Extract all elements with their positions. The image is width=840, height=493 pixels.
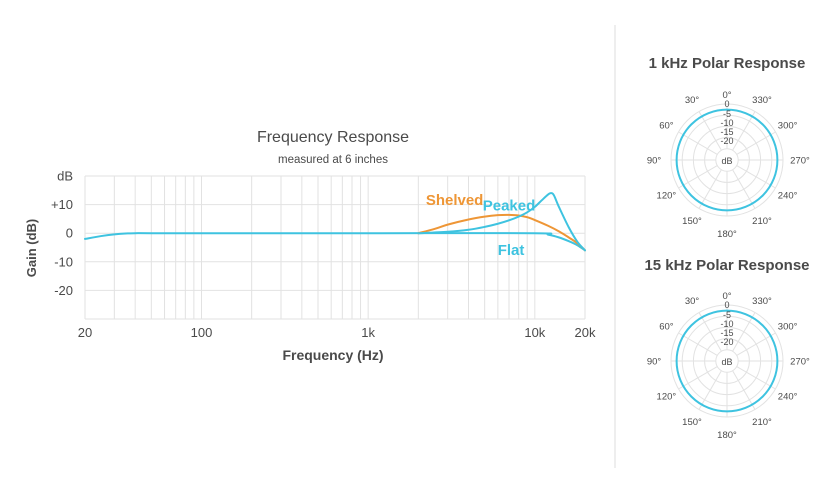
frequency-chart-series-labels: Flat Shelved Peaked [426,192,535,259]
polar-unit-label: dB [721,357,732,367]
polar-angle-label: 0° [722,90,731,101]
polar-angle-label: 270° [790,357,810,368]
polar-ring-label: -15 [720,328,733,338]
series-line-shelved [417,213,586,252]
polar-spoke [698,169,722,209]
polar-spoke [736,131,776,155]
y-tick-label: +10 [51,197,73,212]
polar-angle-label: 120° [657,191,677,202]
polar-spoke [732,312,756,352]
polar-unit-label: dB [721,156,732,166]
frequency-chart-title: Frequency Response [257,129,409,146]
polar-angle-label: 300° [778,322,798,333]
x-tick-label: 20 [78,325,92,340]
series-line-peaked [417,192,586,252]
polar-angle-label: 90° [647,357,662,368]
polar-angle-label: 120° [657,392,677,403]
polar-spoke [678,332,718,356]
polar-angle-label: 90° [647,156,662,167]
frequency-chart-ticks: 20 100 1k 10k 20k dB +10 0 -10 -20 [51,169,596,341]
frequency-chart-xlabel: Frequency (Hz) [282,347,383,363]
polar-ring-label: -10 [720,118,733,128]
polar-ring-label: -10 [720,319,733,329]
y-tick-label: -20 [54,283,73,298]
polar-angle-label: 60° [659,322,674,333]
y-tick-label: -10 [54,254,73,269]
polar-angle-label: 300° [778,121,798,132]
x-tick-label: 10k [524,325,545,340]
polar-angle-label: 150° [682,216,702,227]
polar-response-curve [675,108,779,212]
polar-angle-label: 210° [752,417,772,428]
polar-spoke [698,111,722,151]
polar-spoke [736,366,776,390]
polar-angle-label: 240° [778,392,798,403]
polar-angle-label: 330° [752,296,772,307]
polar-spoke [736,165,776,189]
polar-angle-label: 240° [778,191,798,202]
x-tick-label: 20k [575,325,596,340]
polar-spoke [678,131,718,155]
x-tick-label: 100 [191,325,213,340]
polar-spoke [698,370,722,410]
polar-angle-label: 330° [752,95,772,106]
polar-spoke [678,366,718,390]
polar-spoke [732,111,756,151]
x-tick-label: 1k [361,325,375,340]
polar-angle-label: 150° [682,417,702,428]
frequency-chart-subtitle: measured at 6 inches [278,154,388,166]
polar-spoke [732,169,756,209]
polar-angle-label: 270° [790,156,810,167]
polar-angle-label: 60° [659,121,674,132]
polar-ring-label: -5 [723,310,731,320]
polar-response-curve [675,309,779,413]
series-label-shelved: Shelved [426,192,484,209]
polar-chart-15khz: 15 kHz Polar Response 0° 30° 60° 90° 120° 150… [644,257,810,441]
frequency-chart-series [84,192,586,252]
polar-angle-label: 210° [752,216,772,227]
frequency-chart-grid [84,175,586,320]
polar-ring-label: 0 [724,99,729,109]
polar-ring-label: -20 [720,136,733,146]
polar-angle-label: 30° [685,296,700,307]
polar-spoke [736,332,776,356]
y-tick-label: dB [57,169,73,184]
frequency-chart-ylabel: Gain (dB) [24,219,39,278]
polar-spoke [678,165,718,189]
series-line-flat [84,232,586,252]
frequency-response-chart: Frequency Response measured at 6 inches … [24,129,596,363]
polar-spoke [698,312,722,352]
polar-ring-label: 0 [724,300,729,310]
series-label-peaked: Peaked [483,197,536,214]
polar-angle-label: 0° [722,291,731,302]
polar-angle-label: 180° [717,229,737,240]
polar-spoke [732,370,756,410]
polar-ring-label: -20 [720,337,733,347]
polar-15khz-title: 15 kHz Polar Response [644,257,809,274]
polar-chart-1khz: 1 kHz Polar Response 0° 30° 60° 90° 120° 150°… [647,55,810,240]
polar-ring-label: -5 [723,109,731,119]
polar-angle-label: 30° [685,95,700,106]
polar-ring-label: -15 [720,127,733,137]
y-tick-label: 0 [66,226,73,241]
series-label-flat: Flat [498,242,525,259]
polar-1khz-title: 1 kHz Polar Response [649,55,806,72]
polar-angle-label: 180° [717,430,737,441]
